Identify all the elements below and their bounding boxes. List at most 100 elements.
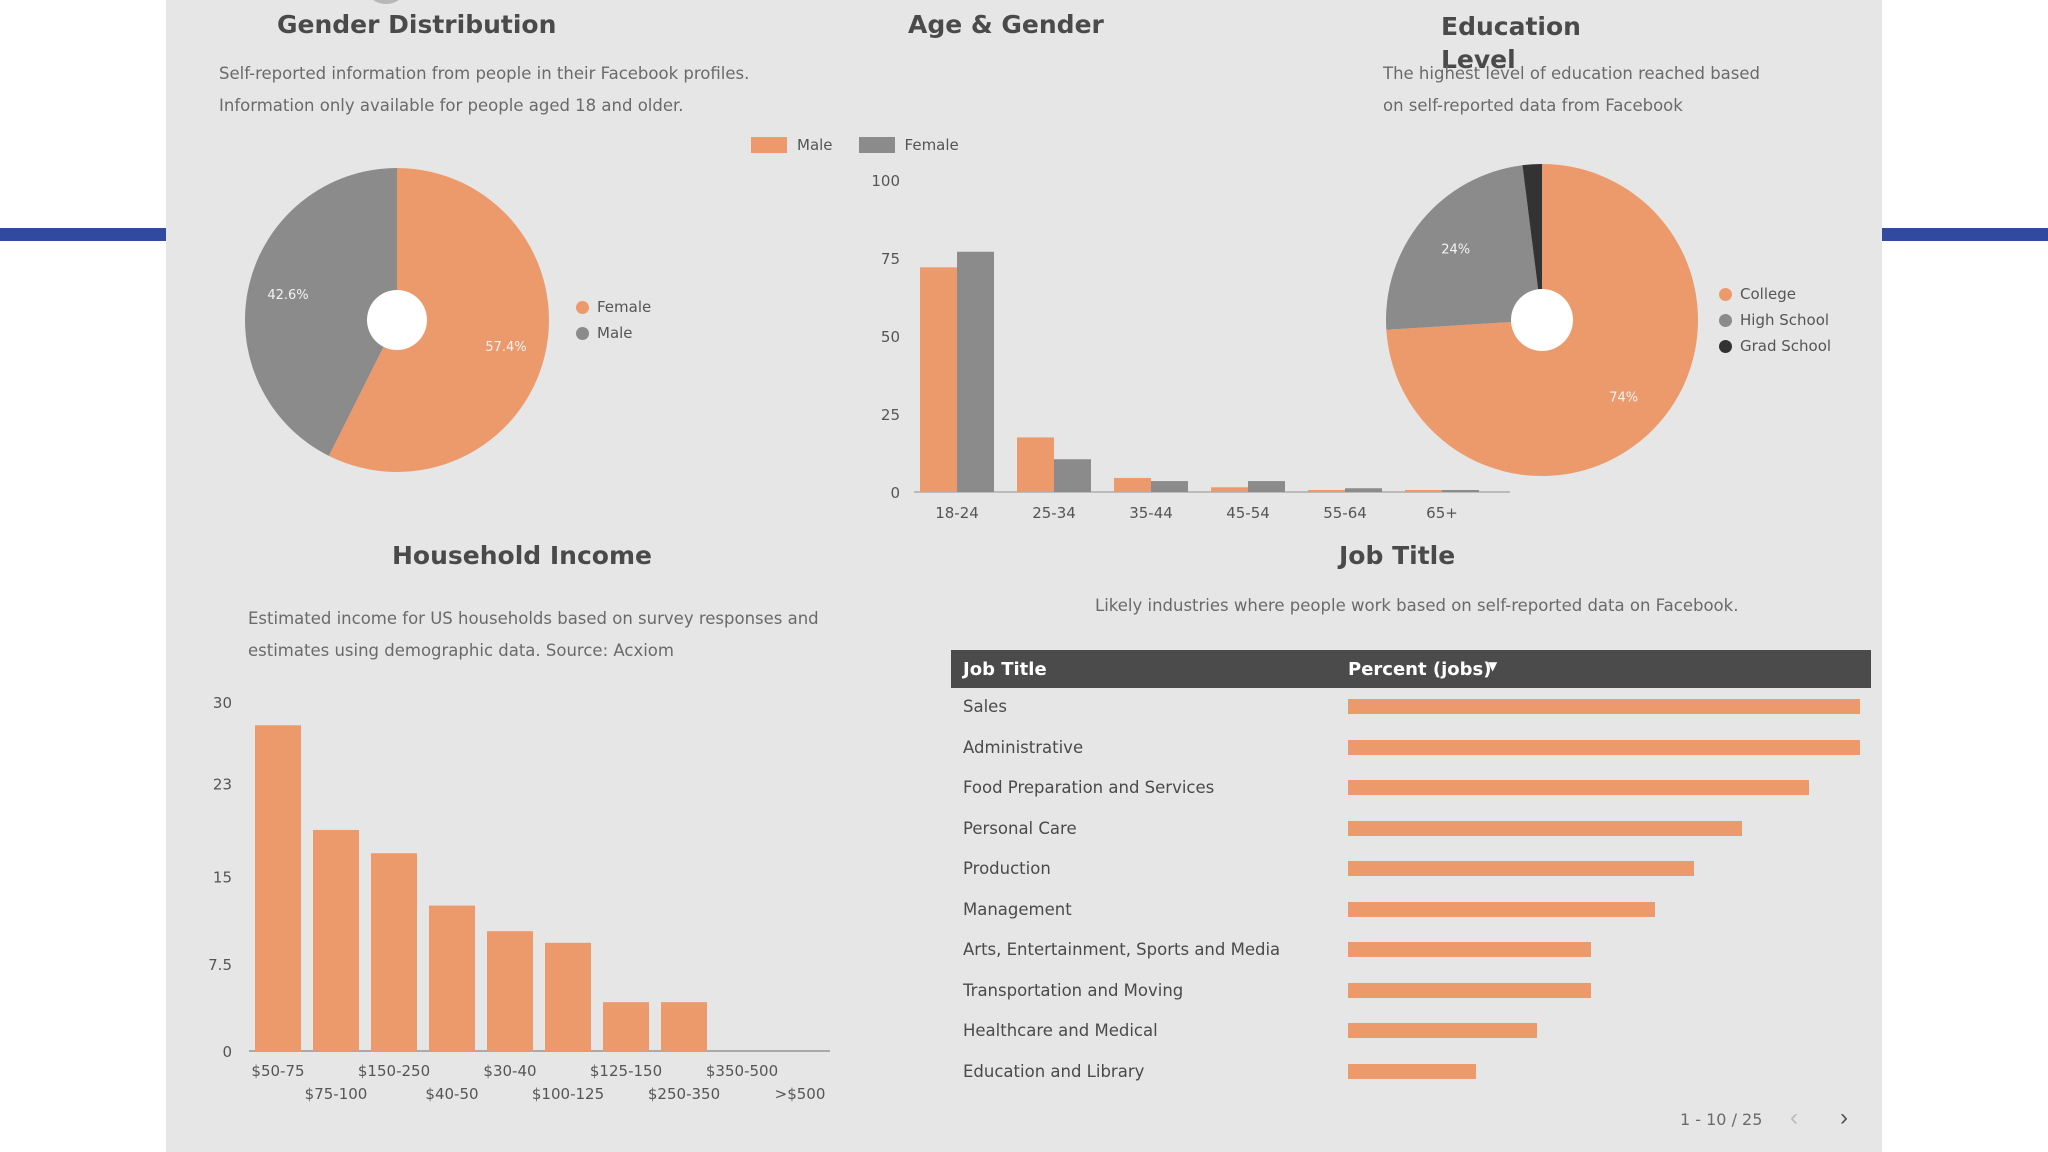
table-row[interactable]: Administrative (951, 729, 1871, 770)
y-tick-label: 25 (881, 406, 900, 424)
column-header-percent[interactable]: Percent (jobs) (1348, 659, 1492, 680)
bar-male-45-54[interactable] (1211, 487, 1248, 492)
table-row[interactable]: Food Preparation and Services (951, 769, 1871, 810)
legend-item[interactable]: Male (751, 132, 833, 158)
bar-male-25-34[interactable] (1017, 437, 1054, 492)
x-tick-label: 55-64 (1323, 504, 1367, 522)
household-income-title: Household Income (392, 541, 652, 570)
bar-income-$30-40[interactable] (487, 931, 533, 1051)
education-pie-chart: 74% 24% (1386, 164, 1698, 476)
percent-cell (1348, 861, 1860, 876)
legend-item[interactable]: Female (858, 132, 959, 158)
y-tick-label: 100 (871, 172, 900, 190)
x-tick-label: 35-44 (1129, 504, 1173, 522)
y-tick-label: 23 (213, 775, 232, 793)
legend-swatch (1719, 313, 1732, 327)
gender-desc-line: Self-reported information from people in… (219, 64, 750, 83)
bar-female-55-64[interactable] (1345, 488, 1382, 492)
job-title-heading: Job Title (1339, 541, 1456, 570)
percent-bar (1348, 739, 1860, 755)
pie-slice-female[interactable] (328, 168, 549, 472)
gender-description: Self-reported information from people in… (219, 58, 749, 122)
income-desc-line: estimates using demographic data. Source… (248, 641, 674, 660)
age-gender-legend: Male Female (751, 132, 985, 158)
education-legend: College High School Grad School (1719, 281, 1831, 359)
education-title: Education Level (1441, 12, 1581, 74)
column-header-job-title[interactable]: Job Title (963, 659, 1047, 680)
pagination-label: 1 - 10 / 25 (1680, 1110, 1763, 1129)
bar-female-35-44[interactable] (1151, 481, 1188, 492)
legend-item[interactable]: Female (576, 294, 651, 320)
bar-female-65+[interactable] (1442, 490, 1479, 492)
legend-item[interactable]: College (1719, 281, 1831, 307)
legend-item[interactable]: Grad School (1719, 333, 1831, 359)
bar-male-65+[interactable] (1405, 490, 1442, 492)
bar-income-$100-125[interactable] (545, 942, 591, 1051)
legend-label: Male (797, 136, 833, 154)
pie-slice-male[interactable] (244, 168, 397, 456)
x-tick-label: 25-34 (1032, 504, 1076, 522)
bar-male-18-24[interactable] (920, 267, 957, 492)
table-row[interactable]: Education and Library (951, 1053, 1871, 1094)
sort-desc-icon[interactable]: ▼ (1488, 659, 1498, 673)
education-desc-line: The highest level of education reached b… (1383, 64, 1761, 83)
pie-slice-grad-school[interactable] (1522, 164, 1542, 320)
job-title-cell: Education and Library (963, 1061, 1145, 1081)
table-row[interactable]: Arts, Entertainment, Sports and Media (951, 931, 1871, 972)
x-tick-label: $125-150 (590, 1062, 662, 1080)
job-title-cell: Sales (963, 697, 1007, 716)
x-tick-label: 18-24 (935, 504, 979, 522)
bar-male-55-64[interactable] (1308, 490, 1345, 492)
bar-female-18-24[interactable] (957, 251, 994, 492)
bar-income-$50-75[interactable] (255, 725, 301, 1051)
y-tick-label: 0 (890, 484, 900, 502)
percent-bar (1348, 820, 1743, 836)
bar-income-$150-250[interactable] (371, 853, 417, 1051)
table-row[interactable]: Sales (951, 688, 1871, 729)
table-body: Sales Administrative Food Preparation and … (951, 688, 1871, 1093)
legend-label: College (1740, 285, 1796, 303)
legend-swatch (1719, 339, 1732, 353)
bar-income-$250-350[interactable] (661, 1002, 707, 1051)
table-row[interactable]: Transportation and Moving (951, 972, 1871, 1013)
job-title-description: Likely industries where people work base… (1095, 596, 1739, 615)
gender-title: Gender Distribution (277, 10, 557, 39)
legend-item[interactable]: Male (576, 320, 651, 346)
slice-label: 57.4% (485, 340, 526, 355)
job-title-cell: Healthcare and Medical (963, 1021, 1158, 1040)
legend-item[interactable]: High School (1719, 307, 1831, 333)
x-tick-label: $150-250 (358, 1062, 430, 1080)
table-row[interactable]: Healthcare and Medical (951, 1012, 1871, 1053)
y-tick-label: 30 (213, 694, 232, 712)
bar-male-35-44[interactable] (1114, 477, 1151, 492)
table-row[interactable]: Production (951, 850, 1871, 891)
bar-income-$40-50[interactable] (429, 905, 475, 1051)
legend-label: Grad School (1740, 337, 1832, 355)
previous-page-icon[interactable]: ‹ (1790, 1104, 1798, 1131)
percent-bar (1348, 699, 1860, 714)
age-gender-bar-chart: 0 25 50 75 100 18-24 25-34 35-44 45-54 55-64 65+ (871, 172, 1510, 522)
gender-desc-line: Information only available for people ag… (219, 96, 684, 115)
income-desc-line: Estimated income for US households based… (248, 609, 819, 628)
job-title-cell: Management (963, 899, 1072, 919)
next-page-icon[interactable]: › (1840, 1104, 1848, 1131)
education-description: The highest level of education reached b… (1383, 58, 1760, 122)
legend-label: Male (597, 324, 633, 342)
table-row[interactable]: Management (951, 891, 1871, 932)
percent-bar (1348, 901, 1656, 917)
pie-slice-high-school[interactable] (1386, 165, 1542, 330)
gender-pie-chart: 57.4% 42.6% (244, 168, 549, 472)
percent-cell (1348, 820, 1860, 836)
bar-income-$75-100[interactable] (313, 829, 359, 1051)
x-tick-label: $30-40 (483, 1062, 536, 1080)
dashboard-panel: Gender Distribution Self-reported inform… (166, 0, 1882, 1152)
bar-female-45-54[interactable] (1248, 481, 1285, 492)
bar-female-25-34[interactable] (1054, 459, 1091, 492)
percent-cell (1348, 1023, 1860, 1038)
table-row[interactable]: Personal Care (951, 810, 1871, 851)
bar-income-$125-150[interactable] (603, 1002, 649, 1051)
job-title-cell: Personal Care (963, 818, 1077, 838)
y-tick-label: 7.5 (208, 956, 232, 974)
percent-bar (1348, 942, 1592, 957)
job-title-cell: Transportation and Moving (963, 980, 1184, 1000)
